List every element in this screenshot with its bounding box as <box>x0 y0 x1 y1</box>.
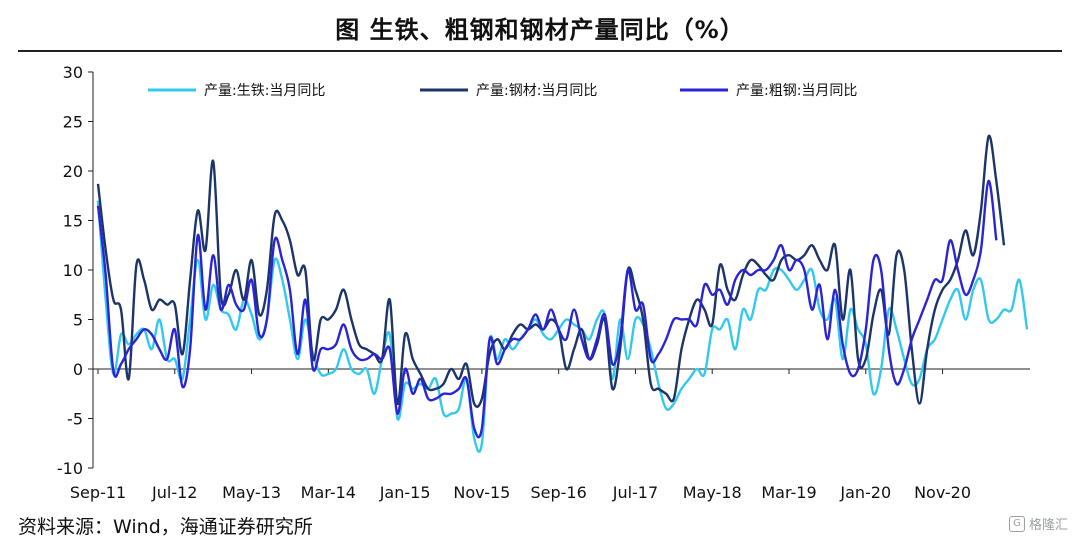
watermark-text: 格隆汇 <box>1028 518 1068 533</box>
y-tick-label: 15 <box>63 212 83 231</box>
title-divider <box>18 50 1062 52</box>
y-tick-label: 20 <box>63 162 83 181</box>
line-chart: -10 -5 0 5 10 15 20 25 30 Sep-11 Jul-12 May-13 Mar-1… <box>57 63 1030 502</box>
y-tick-label: -5 <box>67 410 83 429</box>
legend-label-1: 产量:钢材:当月同比 <box>476 83 597 99</box>
x-tick-label: Mar-14 <box>301 483 356 502</box>
chart-title: 图 生铁、粗钢和钢材产量同比（%） <box>335 16 745 44</box>
x-tick-label: Sep-11 <box>70 483 126 502</box>
watermark: G 格隆汇 <box>1008 514 1068 533</box>
y-tick-label: 5 <box>73 311 83 330</box>
x-tick-label: Mar-19 <box>761 483 816 502</box>
y-tick-label: 25 <box>63 113 83 132</box>
y-tick-label: 10 <box>63 261 83 280</box>
y-tick-label: -10 <box>57 459 83 478</box>
legend-label-2: 产量:粗钢:当月同比 <box>736 83 857 99</box>
x-tick-label: Nov-20 <box>914 483 971 502</box>
x-tick-label: Jan-15 <box>379 483 431 502</box>
watermark-logo-icon: G <box>1008 515 1025 532</box>
x-tick-label: Sep-16 <box>531 483 587 502</box>
source-note: 资料来源：Wind，海通证券研究所 <box>18 516 313 538</box>
series-line-2 <box>96 179 998 439</box>
x-tick-label: Nov-15 <box>453 483 510 502</box>
y-tick-label: 30 <box>63 63 83 82</box>
x-tick-label: Jul-17 <box>612 483 658 502</box>
y-tick-label: 0 <box>73 360 83 379</box>
x-tick-label: Jul-12 <box>151 483 197 502</box>
x-tick-label: May-13 <box>222 483 281 502</box>
x-tick-label: Jan-20 <box>839 483 891 502</box>
legend-label-0: 产量:生铁:当月同比 <box>204 83 325 99</box>
chart-legend: 产量:生铁:当月同比 产量:钢材:当月同比 产量:粗钢:当月同比 <box>148 83 857 99</box>
chart-axes: -10 -5 0 5 10 15 20 25 30 Sep-11 Jul-12 May-13 Mar-1… <box>57 63 1030 502</box>
chart-series-lines <box>96 134 1029 453</box>
x-tick-label: May-18 <box>683 483 742 502</box>
